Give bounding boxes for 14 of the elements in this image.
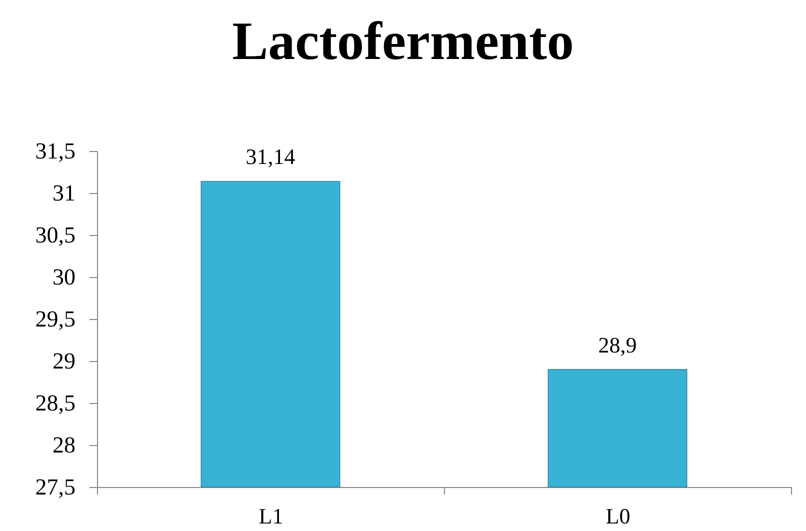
y-tick-label: 29,5 xyxy=(35,306,76,332)
x-tick-label: L1 xyxy=(258,504,284,528)
y-tick-label: 28 xyxy=(52,432,76,458)
y-tick-label: 30,5 xyxy=(35,222,76,248)
x-tick-label: L0 xyxy=(606,504,630,528)
chart-title: Lactofermento xyxy=(232,11,574,71)
data-label: 28,9 xyxy=(598,332,637,358)
y-tick-label: 28,5 xyxy=(35,390,76,416)
y-tick-label: 29 xyxy=(52,348,76,374)
y-tick-label: 31,5 xyxy=(35,138,76,164)
y-tick-label: 30 xyxy=(52,264,76,290)
y-tick-label: 31 xyxy=(52,180,76,206)
data-label: 31,14 xyxy=(246,144,296,170)
y-tick-label: 27,5 xyxy=(35,474,76,500)
